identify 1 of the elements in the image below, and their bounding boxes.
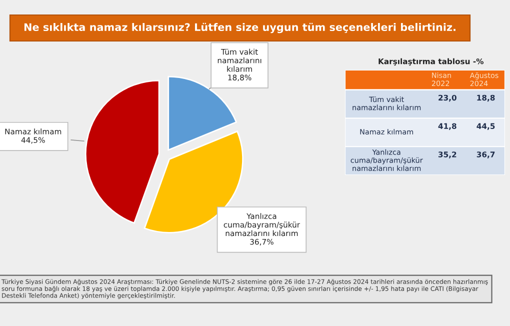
chart-title: Ne sıklıkta namaz kılarsınız? Lütfen size uygun tüm seçenekleri belirtiniz. (24, 22, 456, 34)
